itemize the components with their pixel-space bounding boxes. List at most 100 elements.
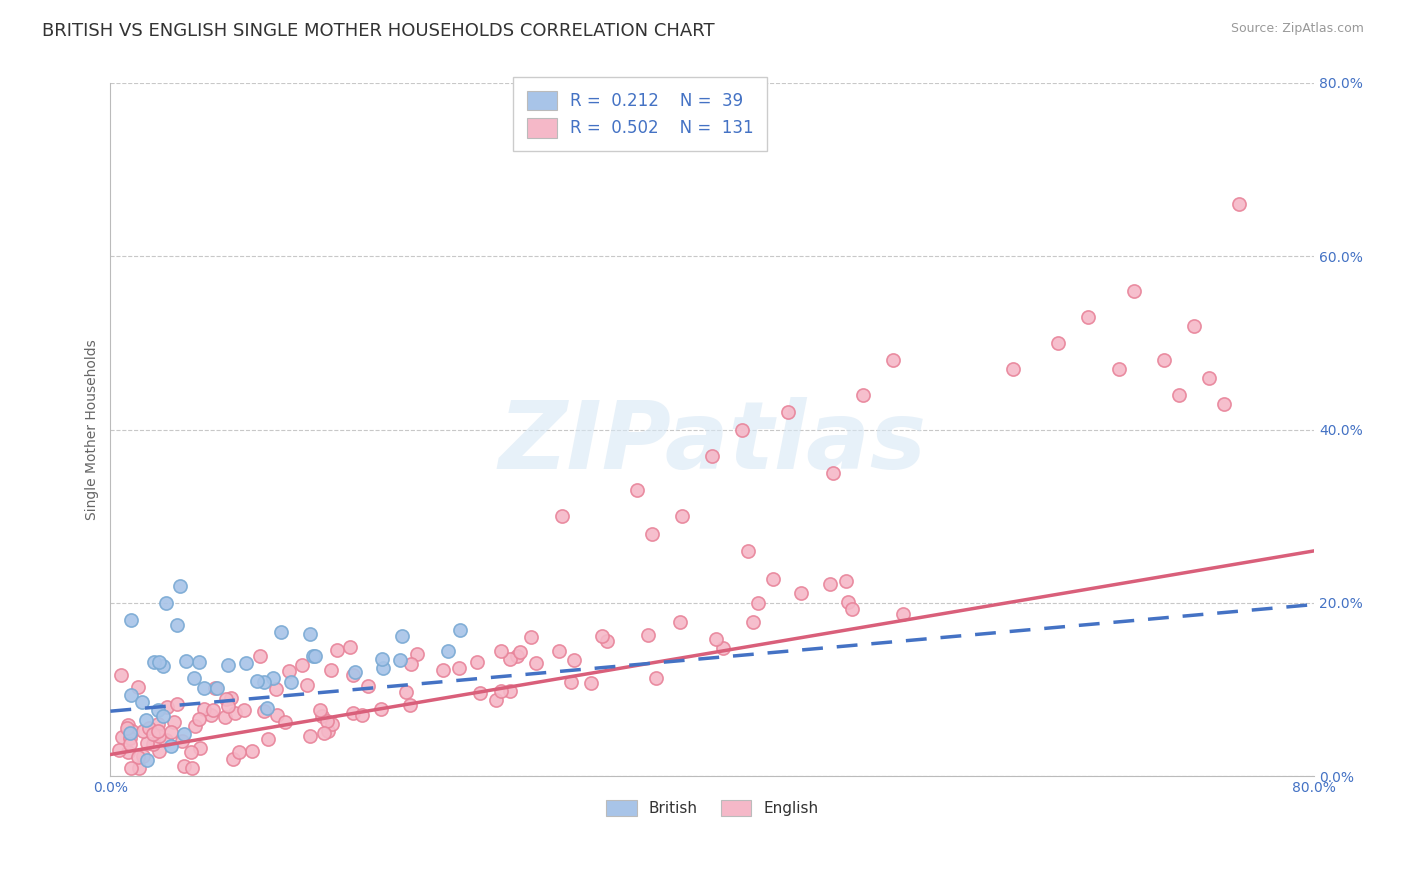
Point — [704, 632, 727, 646]
Point — [731, 423, 754, 437]
Point — [591, 629, 613, 643]
Point — [524, 657, 547, 671]
Point — [339, 640, 361, 654]
Point — [449, 623, 471, 637]
Point — [163, 714, 186, 729]
Point — [131, 695, 153, 709]
Point — [253, 704, 276, 718]
Point — [264, 682, 287, 697]
Text: ZIPatlas: ZIPatlas — [498, 398, 927, 490]
Point — [1122, 284, 1144, 298]
Point — [121, 723, 143, 738]
Point — [148, 744, 170, 758]
Point — [181, 760, 204, 774]
Point — [173, 727, 195, 741]
Point — [274, 714, 297, 729]
Text: BRITISH VS ENGLISH SINGLE MOTHER HOUSEHOLDS CORRELATION CHART: BRITISH VS ENGLISH SINGLE MOTHER HOUSEHO… — [42, 22, 714, 40]
Point — [148, 703, 170, 717]
Point — [398, 698, 420, 712]
Point — [246, 673, 269, 688]
Point — [742, 615, 765, 630]
Point — [148, 717, 170, 731]
Point — [148, 730, 170, 744]
Point — [821, 466, 844, 480]
Point — [319, 663, 342, 677]
Point — [371, 661, 394, 675]
Point — [342, 668, 364, 682]
Point — [120, 688, 142, 702]
Point — [309, 703, 332, 717]
Point — [562, 653, 585, 667]
Point — [1153, 353, 1175, 368]
Point — [166, 697, 188, 711]
Point — [391, 629, 413, 643]
Point — [1047, 335, 1070, 350]
Text: Source: ZipAtlas.com: Source: ZipAtlas.com — [1230, 22, 1364, 36]
Point — [108, 743, 131, 757]
Point — [257, 732, 280, 747]
Point — [143, 655, 166, 669]
Point — [437, 644, 460, 658]
Point — [837, 595, 859, 609]
Point — [136, 737, 159, 751]
Point — [702, 449, 724, 463]
Point — [270, 625, 292, 640]
Point — [1167, 388, 1189, 402]
Point — [188, 741, 211, 756]
Point — [297, 678, 319, 692]
Point — [156, 700, 179, 714]
Legend: British, English: British, English — [599, 793, 827, 824]
Point — [217, 658, 239, 673]
Point — [520, 630, 543, 644]
Y-axis label: Single Mother Households: Single Mother Households — [86, 339, 100, 520]
Point — [193, 681, 215, 695]
Point — [221, 691, 243, 706]
Point — [205, 681, 228, 696]
Point — [135, 713, 157, 727]
Point — [120, 613, 142, 627]
Point — [669, 615, 692, 629]
Point — [166, 617, 188, 632]
Point — [342, 706, 364, 721]
Point — [110, 668, 132, 682]
Point — [637, 627, 659, 641]
Point — [215, 692, 238, 706]
Point — [183, 671, 205, 685]
Point — [204, 681, 226, 695]
Point — [852, 388, 875, 402]
Point — [120, 737, 142, 751]
Point — [142, 727, 165, 741]
Point — [253, 674, 276, 689]
Point — [148, 655, 170, 669]
Point — [447, 661, 470, 675]
Point — [214, 710, 236, 724]
Point — [465, 655, 488, 669]
Point — [152, 708, 174, 723]
Point — [776, 405, 799, 419]
Point — [311, 709, 333, 723]
Point — [160, 725, 183, 739]
Point — [506, 648, 529, 663]
Point — [1227, 197, 1250, 211]
Point — [389, 653, 412, 667]
Point — [747, 596, 769, 610]
Point — [316, 714, 339, 728]
Point — [172, 734, 194, 748]
Point — [120, 760, 142, 774]
Point — [266, 708, 288, 723]
Point — [468, 686, 491, 700]
Point — [1077, 310, 1099, 324]
Point — [596, 633, 619, 648]
Point — [256, 701, 278, 715]
Point — [509, 645, 531, 659]
Point — [117, 745, 139, 759]
Point — [228, 745, 250, 759]
Point — [841, 601, 863, 615]
Point — [202, 703, 225, 717]
Point — [235, 657, 257, 671]
Point — [233, 702, 256, 716]
Point — [737, 543, 759, 558]
Point — [762, 572, 785, 586]
Point — [489, 684, 512, 698]
Point — [155, 732, 177, 747]
